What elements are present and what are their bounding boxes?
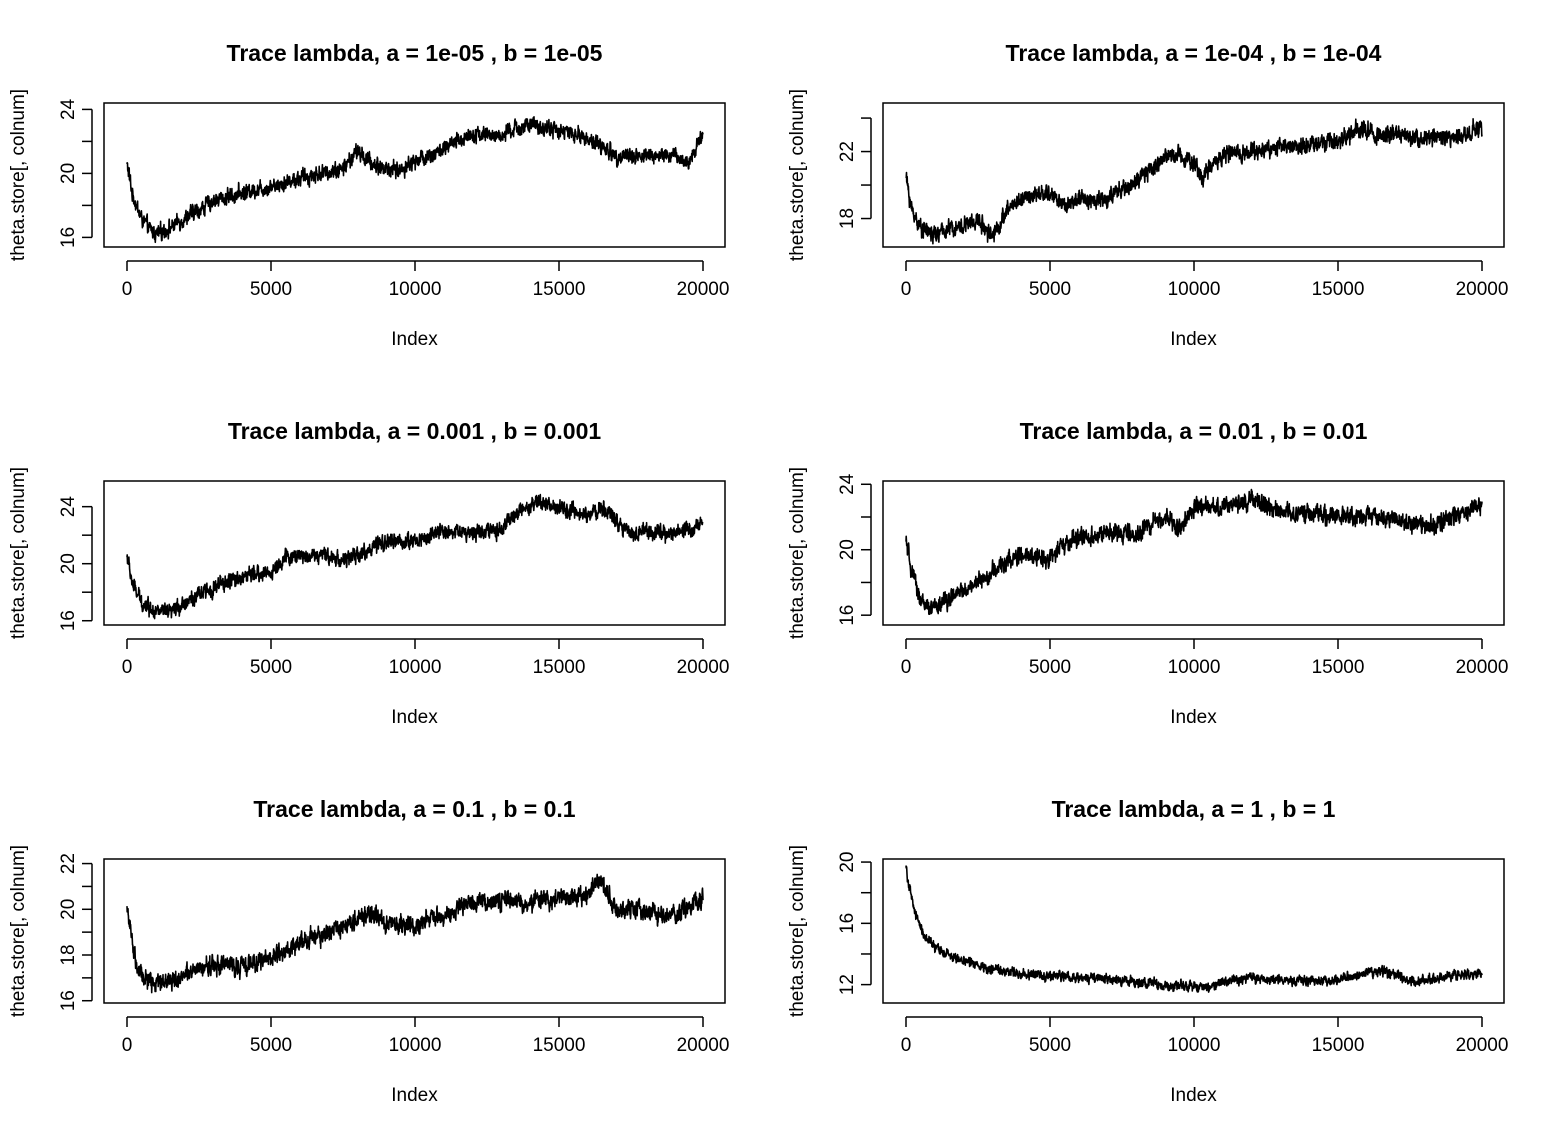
chart-title: Trace lambda, a = 0.01 , b = 0.01 (1020, 418, 1368, 444)
trace-line (905, 488, 1483, 616)
x-tick-label: 0 (122, 1035, 133, 1056)
x-tick-label: 20000 (677, 657, 730, 678)
chart-title: Trace lambda, a = 0.001 , b = 0.001 (228, 418, 602, 444)
x-axis-label: Index (391, 1085, 438, 1106)
plot-frame (882, 858, 1505, 1004)
x-tick-label: 5000 (250, 1035, 292, 1056)
chart-title: Trace lambda, a = 1 , b = 1 (1052, 796, 1336, 822)
x-tick-label: 15000 (1312, 279, 1365, 300)
x-axis-label: Index (1170, 1085, 1217, 1106)
x-tick-label: 5000 (250, 279, 292, 300)
y-tick-label: 20 (837, 851, 858, 872)
y-tick-label: 22 (837, 141, 858, 162)
y-tick-label: 16 (58, 610, 79, 631)
x-tick-label: 0 (901, 1035, 912, 1056)
chart-panel-4: Trace lambda, a = 0.01 , b = 0.01 Index th… (787, 418, 1508, 728)
trace-line (905, 118, 1483, 245)
x-tick-label: 10000 (1168, 1035, 1221, 1056)
x-tick-label: 20000 (677, 279, 730, 300)
chart-panel-6: Trace lambda, a = 1 , b = 1 Index theta.st… (787, 796, 1508, 1106)
x-tick-label: 5000 (1029, 657, 1071, 678)
y-tick-label: 20 (58, 899, 79, 920)
y-axis-label: theta.store[, colnum] (8, 89, 29, 261)
x-axis-label: Index (1170, 707, 1217, 728)
y-tick-label: 24 (58, 496, 79, 518)
x-axis-label: Index (391, 707, 438, 728)
y-tick-label: 16 (837, 913, 858, 934)
x-axis-label: Index (391, 329, 438, 350)
x-tick-label: 15000 (1312, 657, 1365, 678)
x-tick-label: 20000 (1456, 1035, 1509, 1056)
y-tick-label: 24 (837, 473, 858, 495)
plot-frame (103, 102, 726, 248)
x-tick-label: 0 (901, 657, 912, 678)
x-tick-label: 0 (901, 279, 912, 300)
y-tick-label: 18 (58, 944, 79, 965)
chart-panel-3: Trace lambda, a = 0.001 , b = 0.001 Index… (8, 418, 729, 728)
chart-panel-1: Trace lambda, a = 1e-05 , b = 1e-05 Index… (8, 40, 729, 350)
plot-frame (882, 480, 1505, 626)
y-tick-label: 16 (58, 990, 79, 1011)
plot-frame (103, 858, 726, 1004)
y-axis-label: theta.store[, colnum] (8, 845, 29, 1017)
x-tick-label: 5000 (1029, 1035, 1071, 1056)
y-tick-label: 20 (58, 553, 79, 574)
chart-title: Trace lambda, a = 0.1 , b = 0.1 (253, 796, 575, 822)
y-axis-label: theta.store[, colnum] (787, 89, 808, 261)
x-tick-label: 10000 (389, 1035, 442, 1056)
x-tick-label: 5000 (1029, 279, 1071, 300)
x-tick-label: 20000 (1456, 657, 1509, 678)
x-tick-label: 10000 (1168, 279, 1221, 300)
x-tick-label: 15000 (533, 657, 586, 678)
x-tick-label: 20000 (1456, 279, 1509, 300)
y-tick-label: 24 (58, 98, 79, 120)
x-tick-label: 5000 (250, 657, 292, 678)
y-tick-label: 18 (837, 208, 858, 229)
x-tick-label: 10000 (1168, 657, 1221, 678)
y-axis-label: theta.store[, colnum] (8, 467, 29, 639)
x-tick-label: 15000 (533, 279, 586, 300)
plot-frame (103, 480, 726, 626)
chart-panel-5: Trace lambda, a = 0.1 , b = 0.1 Index thet… (8, 796, 729, 1106)
trace-line (126, 873, 704, 994)
x-tick-label: 10000 (389, 279, 442, 300)
y-tick-label: 16 (837, 605, 858, 626)
x-tick-label: 0 (122, 657, 133, 678)
y-tick-label: 20 (837, 539, 858, 560)
chart-title: Trace lambda, a = 1e-05 , b = 1e-05 (227, 40, 603, 66)
trace-line (905, 865, 1483, 993)
plot-frame (882, 102, 1505, 248)
chart-panel-2: Trace lambda, a = 1e-04 , b = 1e-04 Index… (787, 40, 1508, 350)
y-axis-label: theta.store[, colnum] (787, 845, 808, 1017)
trace-line (126, 493, 704, 620)
y-tick-label: 22 (58, 853, 79, 874)
trace-line (126, 116, 704, 244)
x-axis-label: Index (1170, 329, 1217, 350)
y-tick-label: 12 (837, 974, 858, 995)
x-tick-label: 0 (122, 279, 133, 300)
y-tick-label: 20 (58, 163, 79, 184)
x-tick-label: 20000 (677, 1035, 730, 1056)
y-tick-label: 16 (58, 227, 79, 248)
chart-title: Trace lambda, a = 1e-04 , b = 1e-04 (1006, 40, 1382, 66)
x-tick-label: 15000 (533, 1035, 586, 1056)
y-axis-label: theta.store[, colnum] (787, 467, 808, 639)
x-tick-label: 15000 (1312, 1035, 1365, 1056)
x-tick-label: 10000 (389, 657, 442, 678)
